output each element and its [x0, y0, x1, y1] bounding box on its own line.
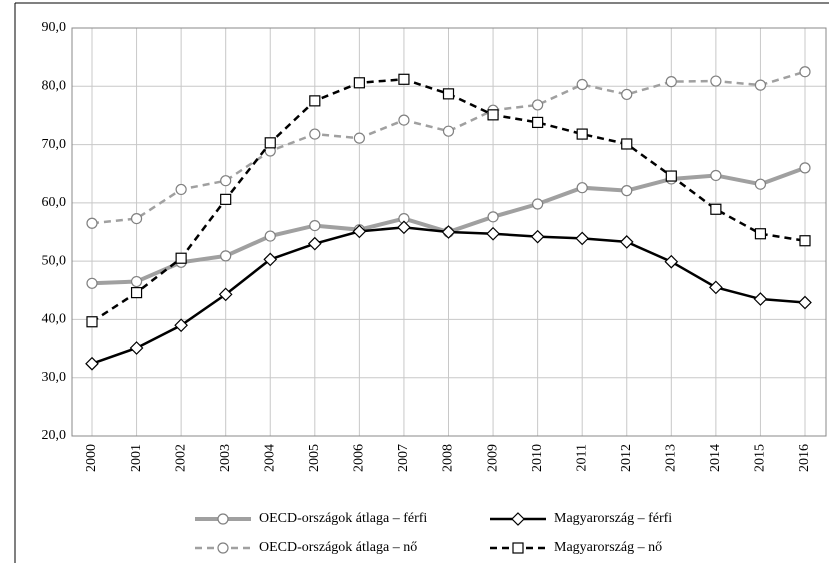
x-tick-label: 2015 [753, 444, 768, 472]
y-tick-label: 50,0 [42, 253, 67, 268]
y-tick-label: 40,0 [42, 312, 67, 327]
point [664, 254, 679, 269]
x-tick-label: 2002 [173, 444, 188, 472]
point [487, 211, 499, 223]
point [799, 235, 811, 247]
point [220, 175, 232, 187]
point [130, 287, 143, 299]
point [218, 287, 233, 302]
point [130, 212, 143, 225]
point [799, 162, 811, 174]
point [352, 224, 367, 239]
x-tick-label: 2005 [307, 444, 322, 472]
point [309, 128, 321, 140]
x-tick-label: 2012 [619, 444, 634, 472]
point [754, 178, 767, 190]
point [307, 236, 322, 251]
point [530, 229, 545, 244]
point [86, 217, 98, 229]
point [220, 193, 232, 205]
legend-label: Magyarország – férfi [554, 511, 672, 526]
x-tick-label: 2000 [84, 444, 99, 472]
point [175, 252, 187, 264]
point [398, 73, 410, 85]
point [487, 109, 499, 121]
point [353, 132, 365, 144]
x-tick-label: 2004 [262, 444, 277, 472]
point [532, 116, 544, 129]
point [442, 125, 455, 137]
point [441, 225, 456, 239]
point [576, 128, 588, 140]
x-tick-label: 2009 [485, 444, 500, 472]
x-tick-label: 2008 [441, 444, 456, 472]
x-tick-label: 2006 [352, 444, 367, 472]
point [709, 280, 723, 295]
point [532, 198, 544, 210]
point [263, 252, 278, 267]
point [754, 228, 767, 240]
x-tick-label: 2003 [218, 444, 233, 472]
plot-border [71, 27, 827, 437]
point [264, 230, 276, 242]
point [710, 75, 722, 87]
legend-marker [512, 542, 524, 554]
point [576, 78, 588, 91]
point [576, 182, 588, 194]
x-tick-label: 2001 [129, 444, 144, 472]
point [309, 219, 321, 232]
point [753, 292, 768, 306]
y-tick-label: 20,0 [42, 428, 67, 443]
x-tick-label: 2013 [664, 444, 679, 472]
x-tick-label: 2010 [530, 444, 545, 472]
point [754, 79, 767, 91]
point [710, 169, 722, 182]
point [174, 318, 188, 333]
x-tick-label: 2016 [797, 444, 812, 472]
x-tick-label: 2007 [396, 444, 411, 472]
point [619, 235, 634, 249]
y-tick-label: 70,0 [42, 137, 67, 152]
legend-marker [217, 513, 229, 525]
point [309, 95, 321, 107]
point [532, 99, 544, 111]
point [85, 356, 99, 371]
point [621, 88, 633, 101]
point [710, 203, 722, 215]
point [175, 183, 187, 196]
point [798, 295, 812, 310]
x-tick-label: 2011 [574, 444, 589, 471]
point [86, 277, 98, 289]
point [353, 77, 365, 89]
point [442, 88, 455, 100]
y-tick-label: 60,0 [42, 195, 67, 210]
point [621, 185, 633, 197]
legend-label: OECD-országok átlaga – nő [259, 540, 417, 555]
x-tick-label: 2014 [708, 444, 723, 472]
point [86, 316, 98, 328]
point [264, 137, 276, 149]
point [665, 170, 677, 182]
point [799, 66, 811, 78]
y-tick-label: 80,0 [42, 79, 67, 94]
point [575, 231, 590, 246]
point [621, 138, 633, 150]
legend-label: Magyarország – nő [554, 540, 662, 555]
point [486, 226, 500, 241]
y-tick-label: 90,0 [42, 20, 67, 35]
point [398, 114, 410, 126]
y-tick-label: 30,0 [42, 370, 67, 385]
legend-marker [511, 512, 525, 526]
legend-label: OECD-országok átlaga – férfi [259, 511, 427, 526]
point [130, 275, 143, 288]
point [129, 341, 144, 355]
point [220, 250, 232, 262]
point [397, 220, 411, 235]
legend-marker [217, 542, 229, 554]
point [665, 76, 677, 88]
